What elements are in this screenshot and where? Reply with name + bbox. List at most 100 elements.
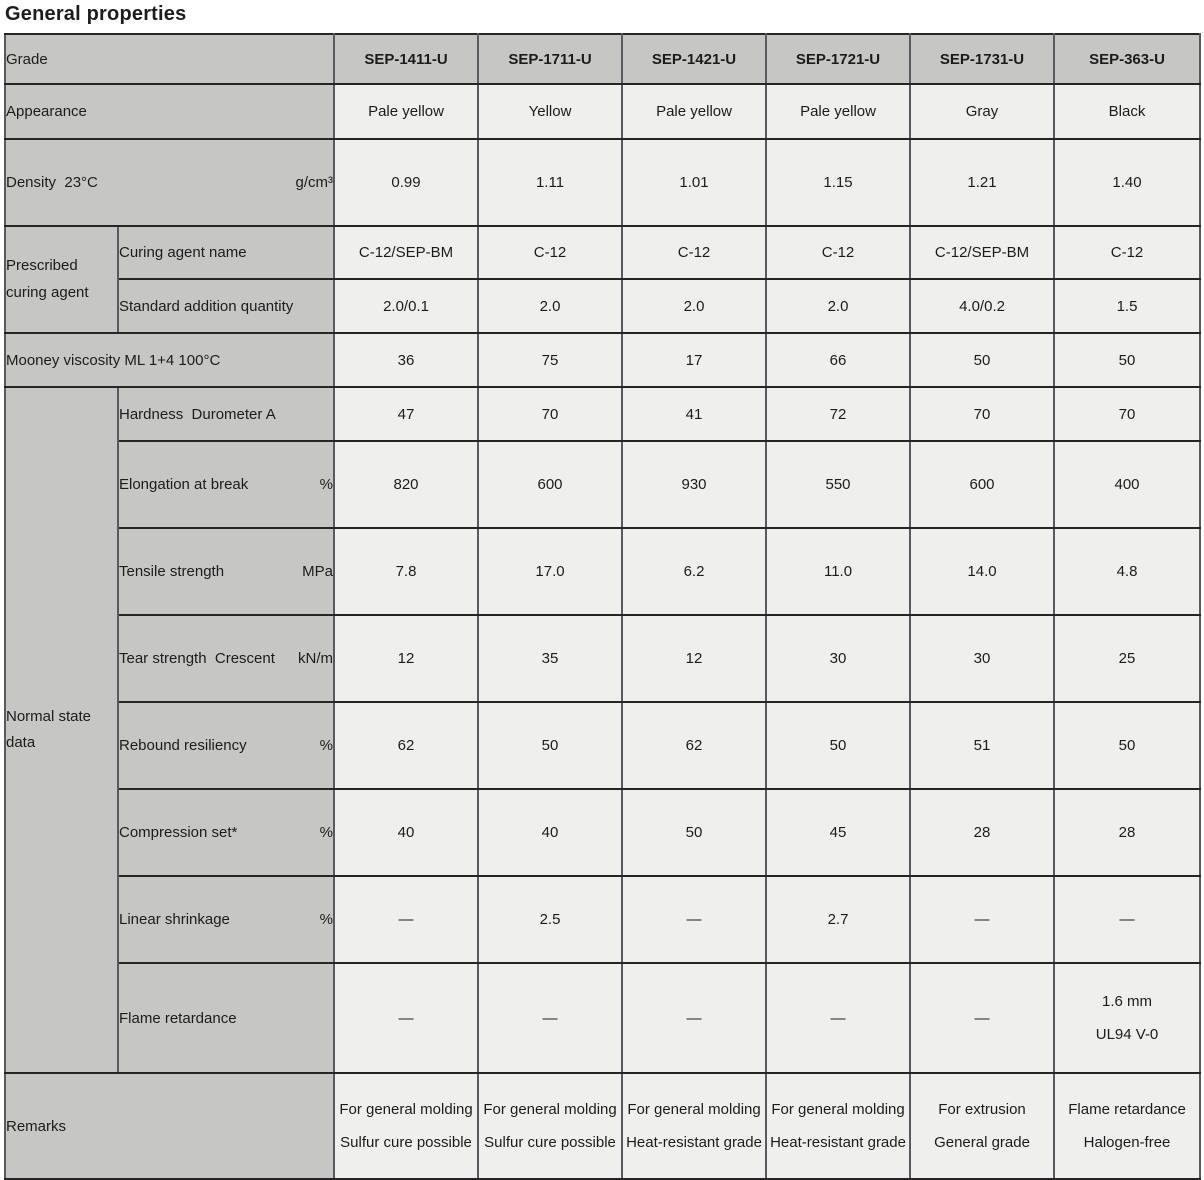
value-cell: 17.0 — [477, 527, 624, 616]
remarks-line2: Halogen-free — [1083, 1134, 1171, 1151]
value-cell: 62 — [333, 701, 480, 790]
remarks-line1: For general molding — [771, 1101, 905, 1118]
value-cell: C-12 — [477, 225, 624, 280]
value-cell: 2.0 — [765, 278, 912, 334]
table-row-shrinkage: Linear shrinkage % — 2.5 — 2.7 — — — [5, 875, 1202, 964]
row-label: Appearance — [3, 83, 336, 140]
row-label: Linear shrinkage % — [116, 875, 336, 964]
value-cell: — — [333, 962, 480, 1074]
value-cell: 40 — [477, 788, 624, 877]
value-cell: — — [621, 962, 768, 1074]
value-cell: 66 — [765, 332, 912, 388]
value-cell: 0.99 — [333, 138, 480, 227]
table-row-flame: Flame retardance — — — — — 1.6 mm UL94 V… — [5, 962, 1202, 1074]
table-row-tear: Tear strength Crescent kN/m 12 35 12 30 … — [5, 614, 1202, 703]
grade-header: SEP-1411-U — [333, 33, 480, 85]
value-cell: 12 — [333, 614, 480, 703]
table-row-grade: Grade SEP-1411-U SEP-1711-U SEP-1421-U S… — [3, 33, 1202, 85]
value-cell: 51 — [909, 701, 1056, 790]
value-cell: 50 — [909, 332, 1056, 388]
value-cell: 11.0 — [765, 527, 912, 616]
value-cell: 2.0 — [477, 278, 624, 334]
row-unit: % — [319, 737, 334, 754]
value-cell: 28 — [1053, 788, 1202, 877]
value-cell: 45 — [765, 788, 912, 877]
value-cell: 25 — [1053, 614, 1202, 703]
row-label-text: Rebound resiliency — [119, 737, 247, 754]
row-unit: % — [319, 476, 334, 493]
value-cell: 2.7 — [765, 875, 912, 964]
row-label: Rebound resiliency % — [116, 701, 336, 790]
remarks-cell: For general molding Heat-resistant grade — [621, 1072, 768, 1180]
grade-header: SEP-1731-U — [909, 33, 1056, 85]
remarks-cell: For general molding Sulfur cure possible — [477, 1072, 624, 1180]
value-cell: 70 — [477, 386, 624, 442]
remarks-line1: For general molding — [627, 1101, 761, 1118]
row-label: Remarks — [3, 1072, 336, 1180]
value-cell: — — [1053, 875, 1202, 964]
value-cell: 30 — [909, 614, 1056, 703]
value-cell: Pale yellow — [621, 83, 768, 140]
value-cell: 600 — [477, 440, 624, 529]
table-row-hardness: Normal state data Hardness Durometer A 4… — [4, 386, 1202, 1074]
value-cell: 17 — [621, 332, 768, 388]
value-cell: C-12 — [765, 225, 912, 280]
table-row-density: Density 23°C g/cm³ 0.99 1.11 1.01 1.15 1… — [3, 138, 1202, 227]
row-label: Curing agent name — [116, 225, 336, 280]
value-cell: 36 — [333, 332, 480, 388]
remarks-line2: General grade — [934, 1134, 1030, 1151]
value-cell: 4.0/0.2 — [909, 278, 1056, 334]
row-label: Tensile strength MPa — [116, 527, 336, 616]
value-cell: 40 — [333, 788, 480, 877]
table-row-rebound: Rebound resiliency % 62 50 62 50 51 50 — [5, 701, 1202, 790]
value-cell: C-12 — [1053, 225, 1202, 280]
value-cell: 2.0 — [621, 278, 768, 334]
remarks-line1: Flame retardance — [1068, 1101, 1186, 1118]
row-unit: MPa — [302, 563, 334, 580]
row-label: Density 23°C g/cm³ — [3, 138, 336, 227]
value-cell: 2.0/0.1 — [333, 278, 480, 334]
value-cell: C-12/SEP-BM — [333, 225, 480, 280]
remarks-line1: For general molding — [339, 1101, 473, 1118]
value-cell: — — [333, 875, 480, 964]
value-cell: 4.8 — [1053, 527, 1202, 616]
value-cell: 30 — [765, 614, 912, 703]
remarks-cell: Flame retardance Halogen-free — [1053, 1072, 1202, 1180]
value-cell: — — [909, 875, 1056, 964]
row-unit: g/cm³ — [295, 174, 334, 191]
remarks-line1: For general molding — [483, 1101, 617, 1118]
value-cell: 72 — [765, 386, 912, 442]
table-row-addition-qty: Standard addition quantity 2.0/0.1 2.0 2… — [5, 278, 1202, 334]
grade-header: SEP-1711-U — [477, 33, 624, 85]
value-cell: 1.5 — [1053, 278, 1202, 334]
flame-rating-line2: UL94 V-0 — [1095, 1026, 1159, 1043]
value-cell: Black — [1053, 83, 1202, 140]
value-cell: 41 — [621, 386, 768, 442]
value-cell: 28 — [909, 788, 1056, 877]
row-label-text: Compression set* — [119, 824, 238, 841]
remarks-line2: Sulfur cure possible — [484, 1134, 616, 1151]
value-cell-flame-rating: 1.6 mm UL94 V-0 — [1053, 962, 1202, 1074]
value-cell: 70 — [1053, 386, 1202, 442]
value-cell: 62 — [621, 701, 768, 790]
value-cell: — — [621, 875, 768, 964]
grade-header: SEP-1721-U — [765, 33, 912, 85]
value-cell: — — [477, 962, 624, 1074]
value-cell: 820 — [333, 440, 480, 529]
value-cell: 930 — [621, 440, 768, 529]
table-row-elongation: Elongation at break % 820 600 930 550 60… — [5, 440, 1202, 529]
value-cell: 1.01 — [621, 138, 768, 227]
page-title: General properties — [5, 3, 187, 25]
value-cell: 1.21 — [909, 138, 1056, 227]
value-cell: 14.0 — [909, 527, 1056, 616]
value-cell: 75 — [477, 332, 624, 388]
table-row-compression: Compression set* % 40 40 50 45 28 28 — [5, 788, 1202, 877]
remarks-line1: For extrusion — [938, 1101, 1026, 1118]
value-cell: Yellow — [477, 83, 624, 140]
value-cell: 400 — [1053, 440, 1202, 529]
row-label: Tear strength Crescent kN/m — [116, 614, 336, 703]
value-cell: 47 — [333, 386, 480, 442]
value-cell: C-12 — [621, 225, 768, 280]
row-label-text: Density 23°C — [6, 174, 98, 191]
value-cell: 7.8 — [333, 527, 480, 616]
